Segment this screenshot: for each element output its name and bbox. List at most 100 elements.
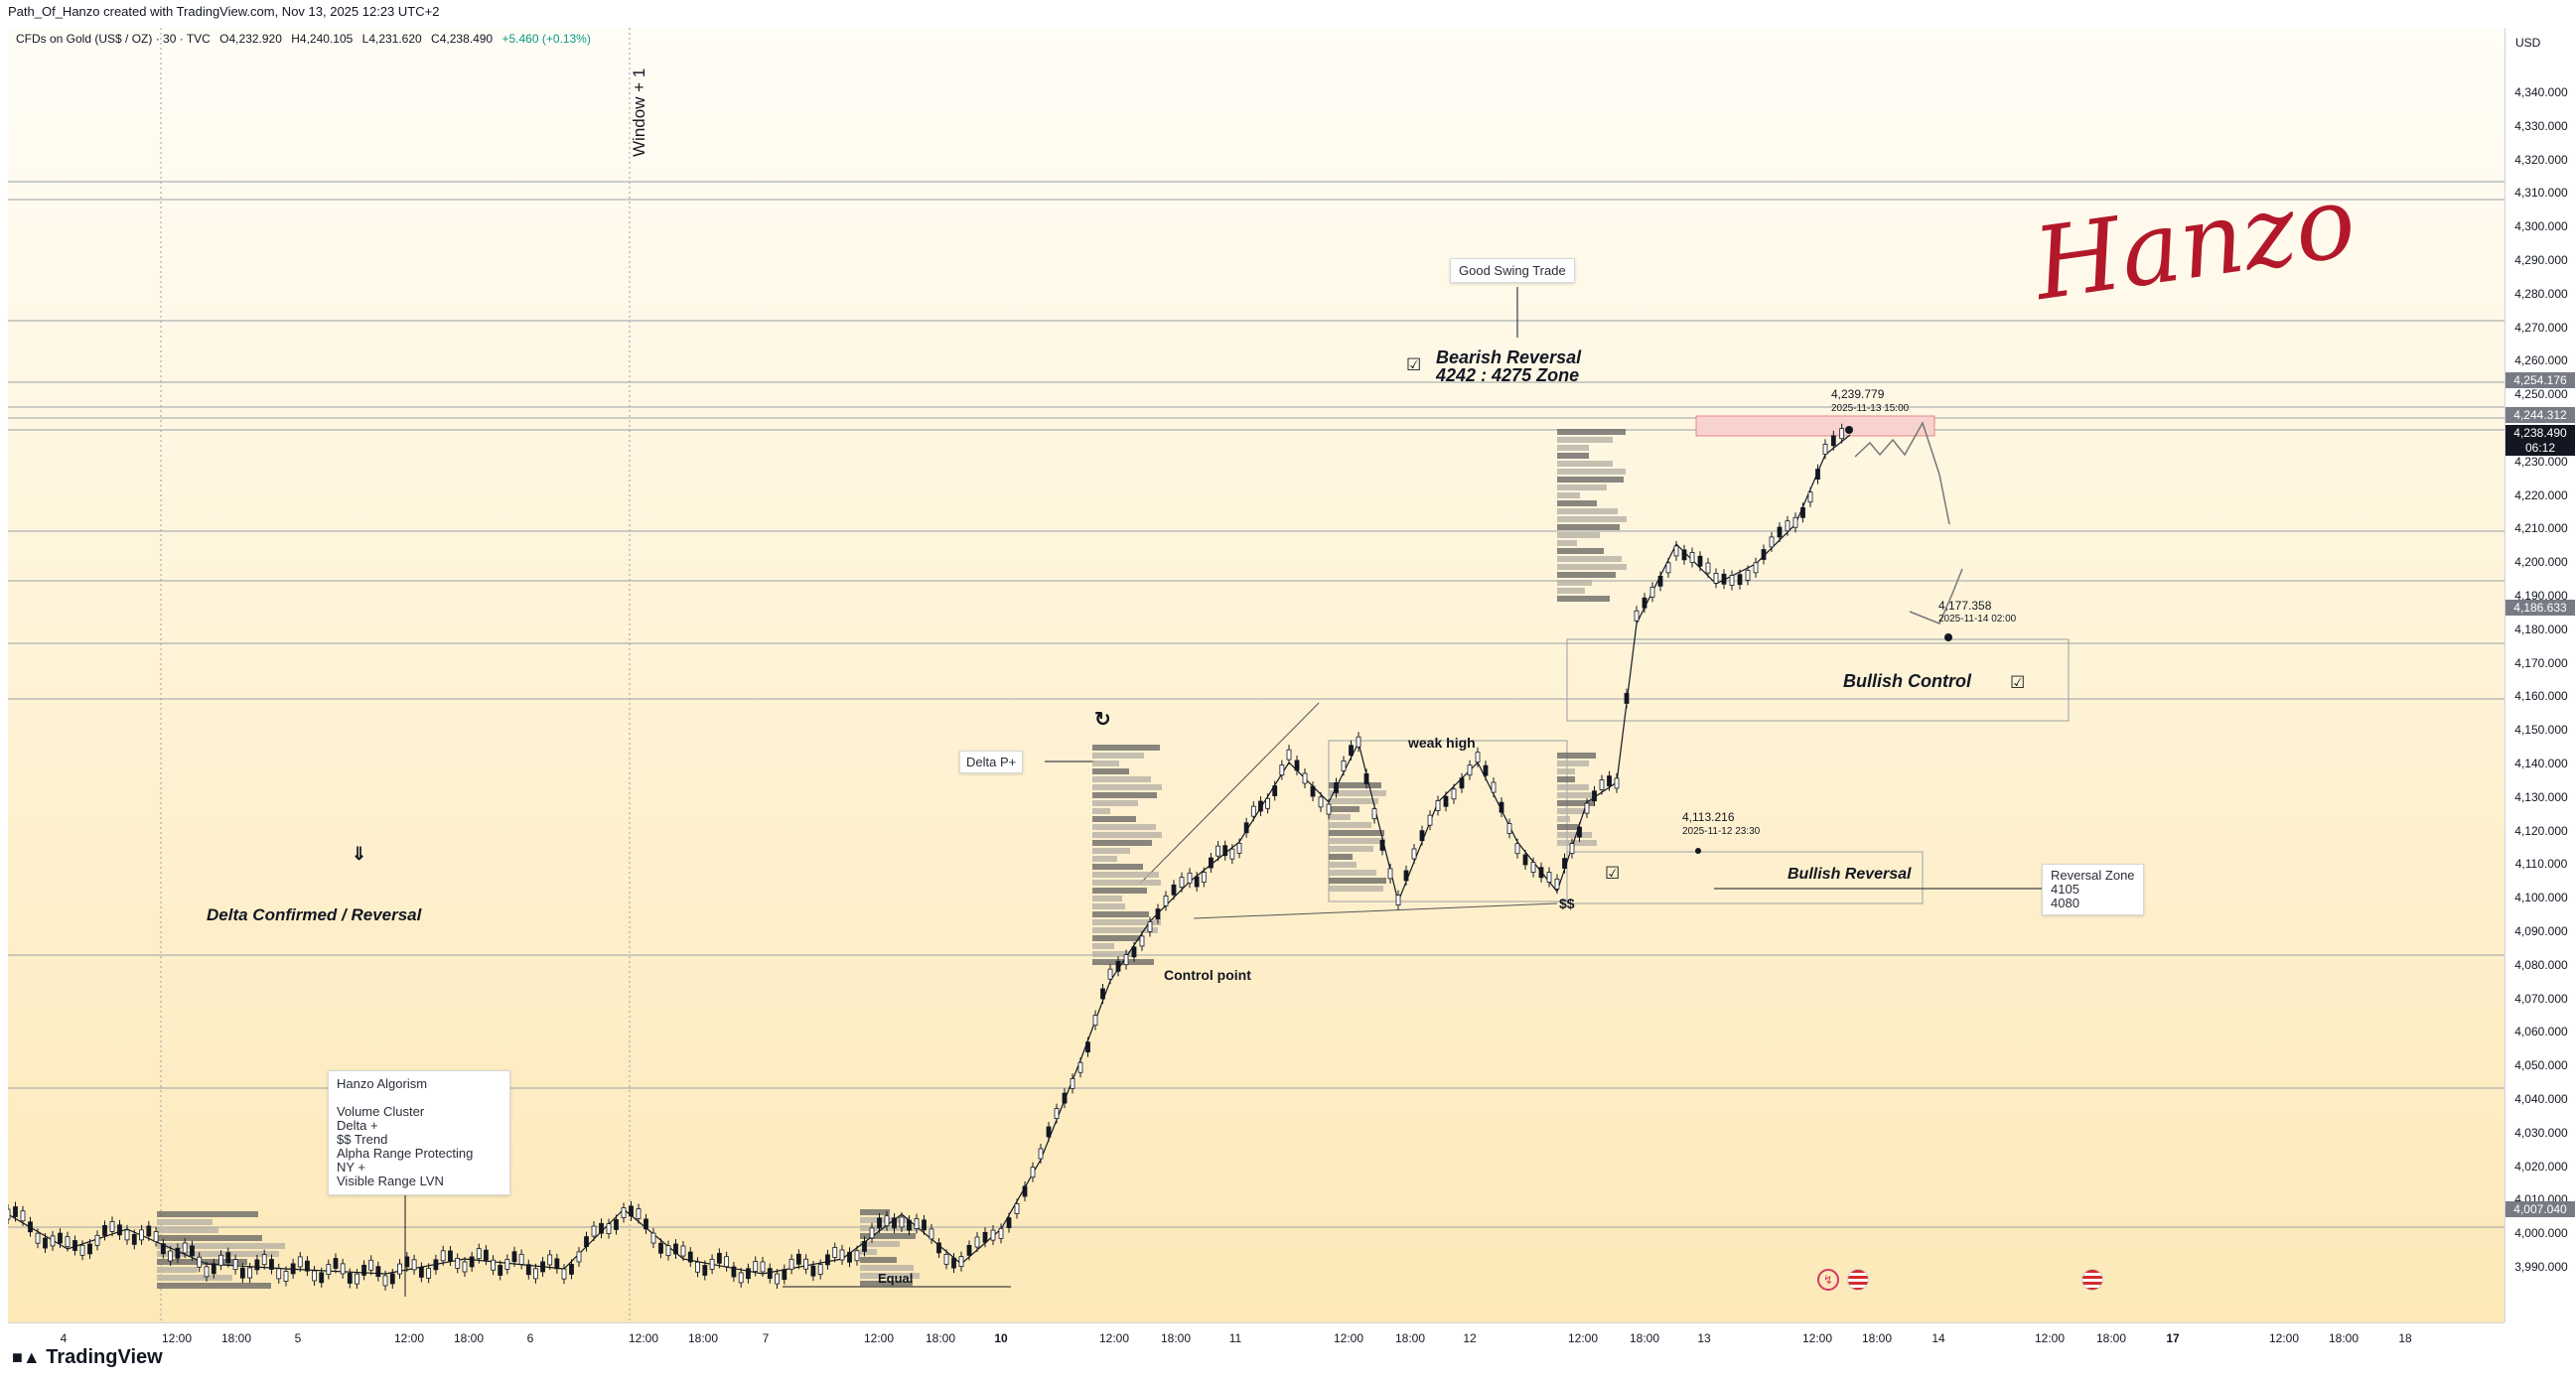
candle-body	[1427, 814, 1433, 826]
candle-body	[1737, 574, 1743, 586]
lightning-icon[interactable]: ↯	[1817, 1269, 1839, 1291]
price-tick: 4,290.000	[2514, 253, 2568, 267]
candle-body	[1265, 797, 1270, 809]
volume-profile-bar	[860, 1249, 877, 1255]
candle-body	[1334, 782, 1339, 793]
candle-body	[153, 1231, 159, 1243]
candle-body	[404, 1256, 410, 1268]
time-tick: 12:00	[863, 1331, 895, 1345]
candle-body	[1286, 749, 1292, 761]
time-tick: 18:00	[2328, 1331, 2360, 1345]
refresh-icon: ↻	[1094, 709, 1111, 731]
candle-body	[319, 1272, 325, 1284]
volume-profile-bar	[1092, 824, 1156, 830]
candle-body	[79, 1244, 85, 1256]
candle-body	[839, 1249, 845, 1261]
volume-profile-bar	[1557, 824, 1580, 830]
candle-body	[35, 1232, 41, 1244]
price-tick: 4,110.000	[2514, 857, 2568, 872]
candle-body	[1665, 562, 1671, 574]
candle-body	[1279, 764, 1285, 776]
candle-body	[389, 1273, 395, 1285]
low-time-label: 2025-11-14 02:00	[1938, 614, 2017, 624]
price-axis[interactable]: USD 4,340.000 4,330.000 4,320.000 4,310.000…	[2504, 28, 2576, 1322]
candle-body	[1657, 575, 1663, 587]
algo-line: Volume Cluster	[337, 1104, 425, 1119]
price-tick: 4,030.000	[2514, 1125, 2568, 1140]
candle-body	[1554, 878, 1560, 890]
volume-profile-bar	[157, 1211, 258, 1217]
time-tick: 10	[994, 1331, 1008, 1345]
candle-body	[1250, 805, 1256, 817]
symbol-name[interactable]: CFDs on Gold (US$ / OZ) · 30 · TVC	[16, 32, 211, 46]
candle-body	[1092, 1015, 1098, 1027]
volume-profile-bar	[1092, 927, 1158, 933]
volume-profile-bar	[1092, 856, 1117, 862]
candle-body	[782, 1269, 787, 1281]
volume-profile-bar	[1557, 808, 1585, 814]
price-tick: 4,260.000	[2514, 353, 2568, 368]
good-swing-callout[interactable]: Good Swing Trade	[1450, 258, 1575, 283]
time-tick: 12:00	[161, 1331, 193, 1345]
candle-body	[204, 1266, 210, 1278]
candle-body	[261, 1254, 267, 1266]
candle-body	[753, 1261, 759, 1272]
liquidity-dollar-label: $$	[1559, 896, 1575, 911]
tradingview-logo[interactable]: ■▲ TradingView	[12, 1346, 163, 1369]
candle-body	[1761, 549, 1767, 560]
candle-body	[13, 1206, 18, 1217]
candle-body	[1379, 840, 1385, 851]
us-flag-icon[interactable]	[1847, 1269, 1869, 1291]
volume-profile-bar	[1557, 477, 1624, 483]
candle-body	[892, 1217, 897, 1229]
candle-body	[1562, 858, 1567, 869]
algo-info-box[interactable]: Hanzo Algorism Volume Cluster Delta + $$…	[328, 1070, 510, 1195]
volume-profile-bar	[860, 1225, 920, 1231]
candle-body	[1443, 795, 1449, 807]
volume-profile-bar	[1092, 832, 1162, 838]
candle-body	[1689, 552, 1695, 563]
volume-profile-bar	[1329, 814, 1351, 820]
candle-body	[1435, 800, 1441, 811]
bearish-projection	[1854, 421, 1950, 525]
candle-body	[1729, 575, 1735, 586]
time-tick: 18	[2398, 1331, 2412, 1345]
candle-body	[1201, 872, 1207, 883]
candle-body	[225, 1252, 231, 1263]
candle-body	[117, 1224, 122, 1236]
candle-body	[1777, 526, 1783, 538]
candle-body	[569, 1263, 574, 1275]
candle-body	[614, 1219, 619, 1230]
candle-body	[788, 1258, 794, 1270]
bullish-reversal-label: Bullish Reversal	[1788, 866, 1912, 883]
candle-body	[448, 1250, 453, 1262]
candle-body	[795, 1253, 801, 1265]
candle-body	[397, 1263, 402, 1275]
time-axis[interactable]: 4 12:00 18:00 5 12:00 18:00 6 12:00 18:00 7 12:00 1…	[8, 1322, 2504, 1351]
candle-body	[297, 1256, 303, 1268]
us-flag-icon-2[interactable]	[2081, 1269, 2103, 1291]
volume-profile-bar	[1557, 572, 1616, 578]
candle-body	[533, 1268, 538, 1280]
candle-body	[1599, 779, 1605, 790]
volume-profile-bar	[157, 1243, 285, 1249]
price-tick: 4,150.000	[2514, 723, 2568, 738]
candle-body	[1272, 785, 1278, 796]
volume-profile-bar	[1557, 792, 1596, 798]
currency-label[interactable]: USD	[2515, 36, 2541, 50]
equal-label: Equal	[878, 1271, 914, 1286]
candle-body	[877, 1217, 882, 1229]
candle-body	[584, 1236, 589, 1248]
time-tick: 4	[60, 1331, 68, 1345]
candle-body	[326, 1264, 332, 1275]
delta-p-callout[interactable]: Delta P+	[959, 751, 1024, 773]
reversal-zone-callout[interactable]: Reversal Zone 4105 4080	[2042, 864, 2144, 915]
candle-body	[1349, 745, 1354, 757]
volume-profile-bar	[157, 1227, 218, 1233]
volume-profile-bar	[1092, 840, 1152, 846]
candle-body	[239, 1267, 245, 1279]
volume-profile-bar	[1557, 800, 1595, 806]
time-tick: 18:00	[220, 1331, 252, 1345]
price-tick: 4,190.000	[2514, 589, 2568, 603]
volume-profile-bar	[1329, 782, 1381, 788]
